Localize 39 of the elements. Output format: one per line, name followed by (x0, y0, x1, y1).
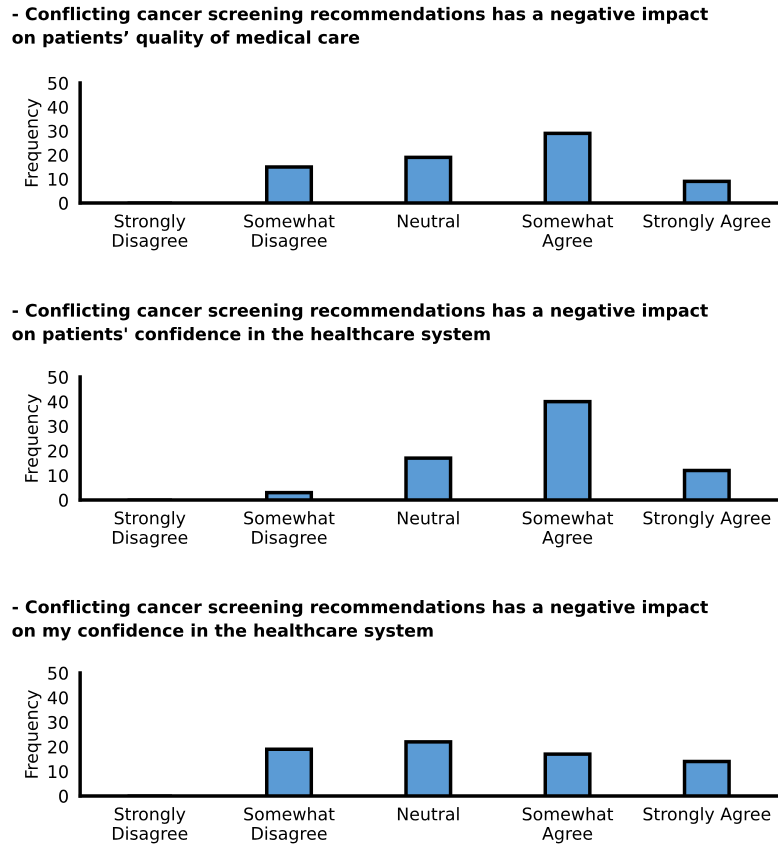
y-tick-label: 40 (48, 691, 68, 704)
x-tick-label: Somewhat Disagree (244, 214, 335, 250)
y-tick-label: 50 (48, 76, 68, 90)
x-tick-label: Somewhat Disagree (244, 807, 335, 844)
x-tick-label: Neutral (398, 214, 459, 228)
x-tick-label: Somewhat Agree (522, 511, 614, 548)
y-tick-label: 30 (48, 124, 68, 138)
y-tick-label: 40 (48, 100, 68, 114)
x-tick-label: Strongly Disagree (112, 511, 188, 548)
y-axis-title: Frequency (25, 394, 42, 482)
x-tick-label: Neutral (398, 807, 459, 821)
x-tick-label: Somewhat Agree (522, 214, 614, 250)
y-tick-label: 20 (48, 740, 68, 754)
y-axis-title: Frequency (25, 98, 42, 186)
y-tick-label: 20 (48, 444, 68, 458)
y-tick-label: 30 (48, 420, 68, 434)
x-tick-label: Strongly Disagree (112, 807, 188, 844)
y-tick-label: 0 (59, 196, 68, 210)
chart-title: - Conflicting cancer screening recommendations has a negative impact on patients' confidence in the healthcare system (12, 303, 708, 344)
chart-title: - Conflicting cancer screening recommendations has a negative impact on my confidence in the healthcare system (12, 600, 708, 640)
x-tick-label: Neutral (398, 511, 459, 525)
x-tick-label: Strongly Agree (644, 214, 770, 231)
y-tick-label: 40 (48, 395, 68, 408)
y-tick-label: 50 (48, 666, 68, 680)
y-tick-label: 10 (48, 469, 68, 482)
y-tick-label: 50 (48, 370, 68, 384)
x-tick-label: Somewhat Disagree (244, 511, 335, 548)
x-tick-label: Strongly Agree (644, 511, 770, 528)
y-tick-label: 10 (48, 765, 68, 778)
y-axis-title: Frequency (25, 690, 42, 778)
x-tick-label: Strongly Disagree (112, 214, 188, 250)
y-tick-label: 10 (48, 172, 68, 186)
chart-title: - Conflicting cancer screening recommendations has a negative impact on patients’ quality of medical care (12, 6, 708, 48)
y-tick-label: 20 (48, 148, 68, 162)
y-tick-label: 0 (59, 494, 68, 507)
x-tick-label: Strongly Agree (644, 807, 770, 824)
y-tick-label: 30 (48, 716, 68, 730)
x-tick-label: Somewhat Agree (522, 807, 614, 844)
y-tick-label: 0 (59, 790, 68, 803)
